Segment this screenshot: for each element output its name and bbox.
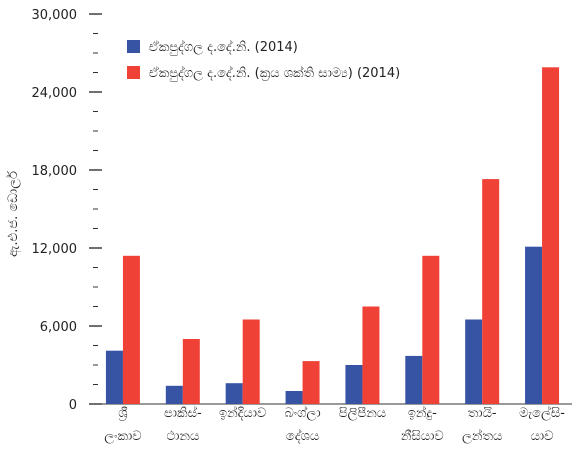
legend-swatch	[127, 40, 140, 53]
y-tick-label: 0	[69, 398, 77, 413]
bar-series-1	[405, 355, 423, 404]
bar-series-2	[182, 339, 200, 404]
x-tick-label: පාකිස්-	[164, 405, 202, 421]
y-axis-title: ඇ.එ.ජ. ඩොලර්	[5, 171, 21, 257]
bar-series-2	[362, 306, 380, 404]
bar-series-1	[345, 365, 363, 404]
bar-series-1	[465, 319, 483, 404]
y-tick-label: 30,000	[32, 8, 78, 23]
bar-series-1	[525, 246, 543, 404]
bar-series-2	[122, 255, 140, 404]
bars-layer	[105, 67, 560, 405]
x-tick-label: ලංකාව	[104, 429, 141, 444]
x-tick-label: ශ්‍රී	[118, 406, 127, 421]
x-tick-label: දේශය	[286, 428, 319, 444]
bar-series-2	[302, 361, 320, 404]
x-tick-label: ඉන්දු-	[408, 405, 437, 421]
y-tick-label: 18,000	[32, 164, 78, 179]
x-tick-label: බංග්ලා	[285, 405, 321, 421]
y-tick-label: 6,000	[40, 320, 77, 335]
x-tick-label: ඉන්දියාව	[219, 405, 266, 421]
bar-series-2	[542, 67, 560, 405]
bar-series-1	[105, 350, 123, 404]
x-tick-label: නීසියාව	[401, 429, 444, 444]
x-tick-label: ථානය	[166, 429, 199, 444]
labels-layer: 0 6,000 12,000 18,000 24,000 30,000 ඇ.එ.ජ. ඩොල…	[5, 8, 565, 444]
legend-label: ඒකපුද්ගල ද.දේ.නි. (2014)	[149, 39, 298, 55]
x-tick-label: ලන්තය	[462, 428, 502, 444]
x-tick-label: පිලිපීනය	[339, 406, 386, 421]
bar-series-2	[242, 319, 260, 404]
bar-series-2	[422, 255, 440, 404]
y-tick-label: 24,000	[32, 86, 78, 101]
bar-series-2	[482, 179, 500, 404]
x-tick-label: යාව	[531, 429, 554, 444]
legend-label: ඒකපුද්ගල ද.දේ.නි. (ක්‍රය ශක්ති සාම්‍ය) (…	[149, 65, 400, 81]
legend-swatch	[127, 66, 140, 79]
bar-series-1	[225, 383, 243, 404]
bar-series-1	[165, 385, 183, 404]
x-tick-label: තායි-	[468, 406, 497, 421]
legend: ඒකපුද්ගල ද.දේ.නි. (2014) ඒකපුද්ගල ද.දේ.නි…	[127, 39, 400, 81]
bar-series-1	[285, 391, 303, 404]
x-tick-label: මැලේසි-	[519, 405, 565, 421]
y-tick-label: 12,000	[32, 242, 78, 257]
